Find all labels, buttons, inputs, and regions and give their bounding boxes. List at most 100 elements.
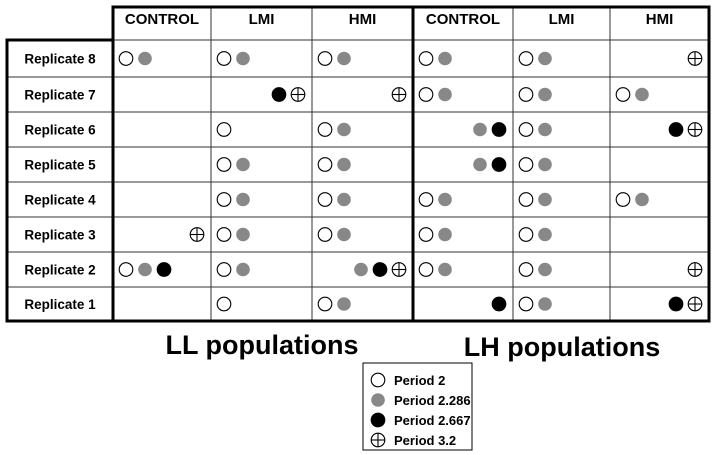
row-label: Replicate 6 bbox=[24, 123, 96, 138]
period-2-icon bbox=[317, 192, 333, 207]
period-2-icon bbox=[418, 262, 434, 277]
period-2-286-icon bbox=[138, 262, 152, 277]
period-2-icon bbox=[615, 192, 631, 207]
period-2-icon bbox=[615, 87, 631, 102]
period-2-286-icon bbox=[138, 51, 152, 66]
period-3-2-icon bbox=[391, 262, 407, 277]
period-3-2-icon bbox=[391, 87, 407, 102]
period-2-286-icon bbox=[337, 227, 351, 242]
column-headers: CONTROL LMI HMI CONTROL LMI HMI bbox=[125, 11, 673, 28]
period-2-286-icon bbox=[538, 51, 552, 66]
period-2-667-icon bbox=[491, 296, 507, 312]
period-2-icon bbox=[216, 192, 232, 207]
period-2-286-icon bbox=[438, 192, 452, 207]
period-2-286-icon bbox=[236, 157, 250, 172]
period-2-667-icon bbox=[491, 122, 507, 137]
period-2-icon bbox=[418, 192, 434, 207]
period-2-286-icon bbox=[473, 157, 487, 172]
period-2-icon bbox=[317, 51, 333, 66]
legend-label: Period 2 bbox=[394, 373, 445, 388]
period-2-286-icon bbox=[438, 87, 452, 102]
period-2-286-icon bbox=[337, 122, 351, 137]
period-2-icon bbox=[216, 296, 232, 312]
period-2-667-icon bbox=[668, 122, 684, 137]
lh-populations-label: LH populations bbox=[464, 332, 660, 362]
period-2-286-icon bbox=[538, 157, 552, 172]
row-label: Replicate 4 bbox=[24, 193, 96, 208]
period-2-286-icon bbox=[538, 297, 552, 311]
period-2-icon bbox=[317, 227, 333, 242]
column-header: HMI bbox=[646, 11, 674, 28]
legend-label: Period 2.667 bbox=[394, 413, 471, 428]
period-2-286-icon bbox=[371, 393, 385, 407]
period-2-icon bbox=[216, 157, 232, 172]
period-2-286-icon bbox=[236, 51, 250, 66]
row-label: Replicate 3 bbox=[24, 228, 96, 243]
period-2-286-icon bbox=[337, 51, 351, 66]
lh-group-border bbox=[411, 5, 711, 323]
period-2-286-icon bbox=[337, 157, 351, 172]
period-2-286-icon bbox=[354, 262, 368, 277]
period-2-icon bbox=[418, 87, 434, 102]
period-2-icon bbox=[317, 157, 333, 172]
period-2-286-icon bbox=[438, 262, 452, 277]
column-header: HMI bbox=[349, 11, 377, 28]
period-2-286-icon bbox=[236, 192, 250, 207]
period-2-icon bbox=[518, 122, 534, 137]
period-2-icon bbox=[518, 51, 534, 66]
column-header: CONTROL bbox=[426, 11, 500, 28]
column-header: CONTROL bbox=[125, 11, 199, 28]
period-2-286-icon bbox=[337, 297, 351, 311]
period-2-icon bbox=[216, 122, 232, 137]
period-2-286-icon bbox=[635, 192, 649, 207]
period-2-667-icon bbox=[372, 262, 388, 277]
row-label: Replicate 7 bbox=[24, 88, 95, 103]
period-2-icon bbox=[317, 122, 333, 137]
period-3-2-icon bbox=[687, 296, 703, 312]
column-header: LMI bbox=[549, 11, 575, 28]
legend: Period 2 Period 2.286 Period 2.667 Period 3… bbox=[362, 362, 473, 451]
period-2-icon bbox=[518, 87, 534, 102]
period-2-icon bbox=[370, 372, 386, 388]
period-2-icon bbox=[518, 227, 534, 242]
period-2-667-icon bbox=[491, 157, 507, 172]
period-2-icon bbox=[118, 51, 134, 66]
period-3-2-icon bbox=[189, 227, 205, 242]
period-3-2-icon bbox=[687, 262, 703, 277]
period-3-2-icon bbox=[687, 51, 703, 66]
period-2-286-icon bbox=[473, 122, 487, 137]
row-label: Replicate 1 bbox=[24, 297, 96, 312]
period-2-286-icon bbox=[236, 262, 250, 277]
ll-group-border bbox=[111, 5, 415, 323]
ll-populations-label: LL populations bbox=[166, 330, 359, 360]
period-2-286-icon bbox=[635, 87, 649, 102]
row-labels: Replicate 8 Replicate 7 Replicate 6 Replica… bbox=[24, 52, 96, 313]
period-2-icon bbox=[216, 262, 232, 277]
period-2-286-icon bbox=[236, 227, 250, 242]
period-2-667-icon bbox=[668, 296, 684, 312]
table-grid bbox=[5, 5, 711, 323]
legend-label: Period 3.2 bbox=[394, 433, 456, 448]
period-2-286-icon bbox=[538, 262, 552, 277]
period-2-286-icon bbox=[538, 227, 552, 242]
column-header: LMI bbox=[249, 11, 275, 28]
period-2-286-icon bbox=[538, 192, 552, 207]
period-2-286-icon bbox=[538, 87, 552, 102]
period-2-286-icon bbox=[438, 51, 452, 66]
period-2-icon bbox=[418, 227, 434, 242]
period-2-icon bbox=[118, 262, 134, 277]
period-2-icon bbox=[518, 296, 534, 312]
period-2-icon bbox=[317, 296, 333, 312]
legend-label: Period 2.286 bbox=[394, 393, 471, 408]
period-2-286-icon bbox=[438, 227, 452, 242]
period-2-icon bbox=[518, 157, 534, 172]
row-label: Replicate 5 bbox=[24, 158, 96, 173]
period-2-667-icon bbox=[271, 87, 287, 102]
period-3-2-icon bbox=[370, 432, 386, 448]
period-2-icon bbox=[518, 262, 534, 277]
cell-symbols bbox=[118, 51, 703, 312]
row-label: Replicate 8 bbox=[24, 52, 96, 67]
period-2-icon bbox=[216, 227, 232, 242]
row-label: Replicate 2 bbox=[24, 263, 95, 278]
